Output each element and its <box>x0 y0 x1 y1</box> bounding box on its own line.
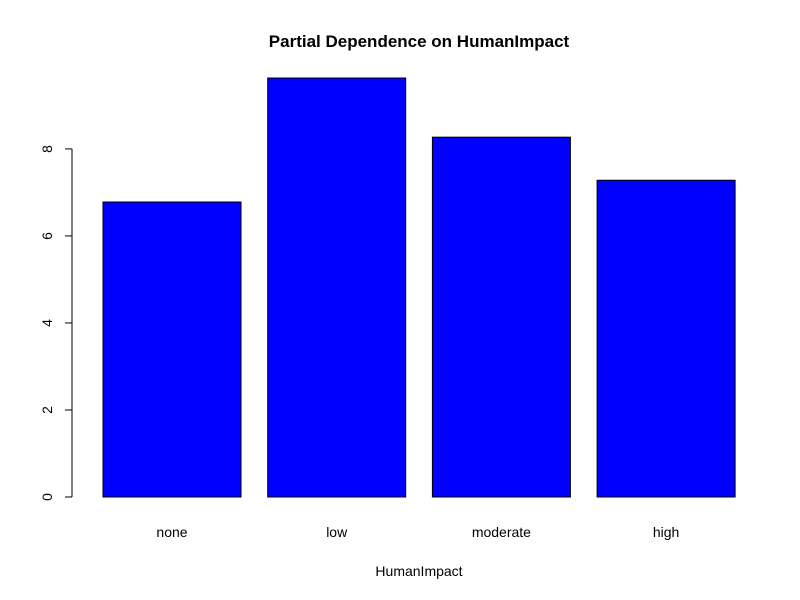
category-label-none: none <box>156 524 187 540</box>
y-tick-label-4: 4 <box>39 319 55 327</box>
y-tick-label-0: 0 <box>39 493 55 501</box>
y-tick-label-8: 8 <box>39 145 55 153</box>
y-tick-label-2: 2 <box>39 406 55 414</box>
category-label-high: high <box>653 524 679 540</box>
y-axis: 0 2 4 6 8 <box>39 145 73 501</box>
category-label-low: low <box>326 524 348 540</box>
bars <box>102 77 736 498</box>
bar-moderate <box>431 136 571 498</box>
y-tick-label-6: 6 <box>39 232 55 240</box>
category-label-moderate: moderate <box>472 524 531 540</box>
bar-high <box>596 179 736 498</box>
category-labels: none low moderate high <box>156 524 679 540</box>
bar-low <box>267 77 407 498</box>
bar-none <box>102 201 242 498</box>
chart-title: Partial Dependence on HumanImpact <box>269 32 570 51</box>
x-axis-label: HumanImpact <box>375 563 462 579</box>
